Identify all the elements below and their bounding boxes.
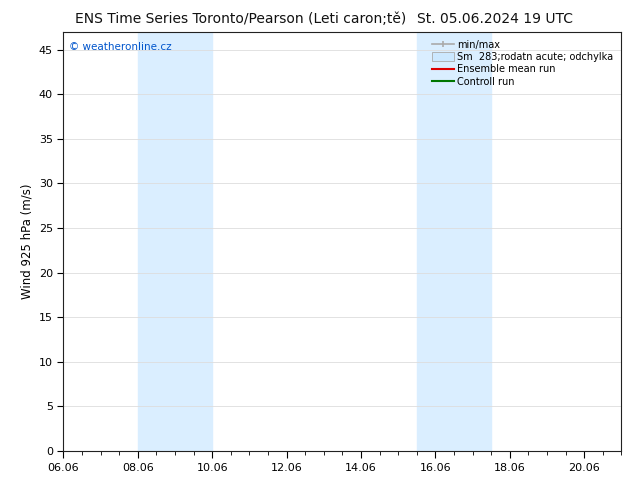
Bar [417,32,491,451]
Text: © weatheronline.cz: © weatheronline.cz [69,42,172,52]
Text: St. 05.06.2024 19 UTC: St. 05.06.2024 19 UTC [417,12,573,26]
Y-axis label: Wind 925 hPa (m/s): Wind 925 hPa (m/s) [20,184,34,299]
Bar [138,32,212,451]
Legend: min/max, Sm  283;rodatn acute; odchylka, Ensemble mean run, Controll run: min/max, Sm 283;rodatn acute; odchylka, … [429,37,616,90]
Text: ENS Time Series Toronto/Pearson (Leti caron;tě): ENS Time Series Toronto/Pearson (Leti ca… [75,12,406,26]
